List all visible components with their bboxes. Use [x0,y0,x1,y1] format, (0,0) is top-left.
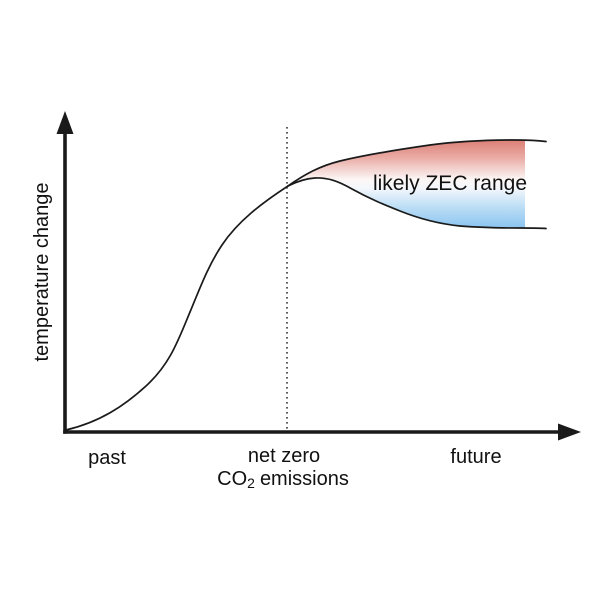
emissions-word: emissions [260,468,349,490]
x-axis-arrowhead-icon [558,423,581,441]
y-axis-label: temperature change [31,182,53,361]
zec-range-label: likely ZEC range [373,172,527,195]
zec-upper-bound-curve [287,139,547,187]
zec-range-gradient-area [288,140,525,228]
x-tick-past: past [88,447,126,469]
x-tick-net-zero-line2: CO2 emissions [217,468,349,491]
y-axis-arrowhead-icon [56,111,74,134]
x-tick-future: future [450,446,501,468]
historical-temperature-curve [65,185,289,431]
zec-lower-bound-curve [287,177,547,230]
co2-prefix: CO [217,468,247,490]
x-tick-net-zero-line1: net zero [248,445,320,467]
co2-subscript: 2 [247,475,255,491]
